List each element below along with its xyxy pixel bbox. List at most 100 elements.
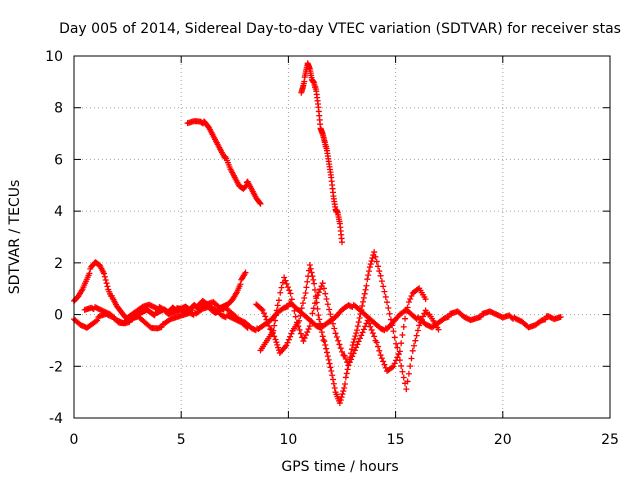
data-point	[103, 280, 110, 287]
data-point	[404, 378, 411, 385]
data-point	[298, 305, 305, 312]
data-point	[399, 332, 406, 339]
data-point	[292, 313, 299, 320]
series-arc-7	[257, 274, 429, 375]
data-point	[340, 388, 347, 395]
data-point	[400, 323, 407, 330]
data-point	[412, 337, 419, 344]
data-point	[408, 355, 415, 362]
data-point	[302, 289, 309, 296]
data-point	[389, 364, 396, 371]
data-point	[357, 310, 364, 317]
data-point	[356, 315, 363, 322]
data-point	[375, 263, 382, 270]
data-point	[101, 273, 108, 280]
data-point	[477, 313, 484, 320]
data-point	[360, 326, 367, 333]
data-point	[324, 301, 331, 308]
data-point	[300, 338, 307, 345]
data-point	[319, 333, 326, 340]
data-point	[376, 347, 383, 354]
ticks-layer: 0 5 10 15 20 25 -4 -2 0 2 4 6 8 10	[45, 49, 619, 448]
data-point	[339, 391, 346, 398]
data-point	[308, 317, 315, 324]
data-point	[284, 303, 291, 310]
data-point	[351, 336, 358, 343]
data-point	[291, 307, 298, 314]
data-point	[341, 352, 348, 359]
data-point	[158, 324, 165, 331]
data-point	[310, 305, 317, 312]
data-point	[391, 360, 398, 367]
y-tick-label: 8	[54, 101, 63, 117]
data-point	[315, 289, 322, 296]
data-point	[331, 384, 338, 391]
y-tick-label: 6	[54, 152, 63, 168]
data-point	[121, 319, 128, 326]
data-point	[380, 358, 387, 365]
data-point	[348, 346, 355, 353]
data-point	[389, 322, 396, 329]
data-point	[237, 281, 244, 288]
data-point	[358, 332, 365, 339]
data-point	[359, 329, 366, 336]
data-point	[365, 272, 372, 279]
data-point	[327, 311, 334, 318]
data-point	[373, 339, 380, 346]
data-point	[407, 295, 414, 302]
data-point	[272, 336, 279, 343]
data-point	[270, 327, 277, 334]
x-tick-label: 5	[177, 432, 186, 448]
data-point	[325, 356, 332, 363]
data-point	[307, 265, 314, 272]
data-point	[405, 370, 412, 377]
data-point	[313, 295, 320, 302]
data-point	[328, 316, 335, 323]
data-point	[320, 285, 327, 292]
data-point	[378, 278, 385, 285]
data-point	[335, 337, 342, 344]
data-point	[354, 323, 361, 330]
data-point	[306, 323, 313, 330]
data-point	[320, 337, 327, 344]
series-arc-6	[253, 249, 442, 407]
data-point	[367, 261, 374, 268]
data-point	[301, 335, 308, 342]
data-point	[350, 339, 357, 346]
data-point	[387, 316, 394, 323]
data-point	[311, 280, 318, 287]
data-point	[371, 249, 378, 256]
data-point	[366, 264, 373, 271]
data-point	[361, 290, 368, 297]
data-point	[304, 329, 311, 336]
data-point	[393, 340, 400, 347]
data-point	[309, 310, 316, 317]
data-point	[364, 276, 371, 283]
data-point	[288, 330, 295, 337]
data-point	[311, 286, 318, 293]
data-point	[367, 323, 374, 330]
data-point	[311, 300, 318, 307]
data-point	[266, 323, 273, 330]
data-point	[337, 345, 344, 352]
data-point	[413, 332, 420, 339]
data-point	[377, 272, 384, 279]
data-point	[303, 284, 310, 291]
data-point	[395, 351, 402, 358]
series-arc-4	[184, 118, 264, 207]
data-point	[557, 314, 564, 321]
data-point	[362, 323, 369, 330]
data-point	[329, 372, 336, 379]
data-point	[340, 352, 347, 359]
data-point	[345, 362, 352, 369]
x-tick-label: 15	[387, 432, 405, 448]
data-point	[348, 356, 355, 363]
data-point	[378, 355, 385, 362]
data-point	[302, 332, 309, 339]
data-point	[385, 304, 392, 311]
data-point	[328, 368, 335, 375]
data-point	[381, 361, 388, 368]
data-point	[283, 342, 290, 349]
data-point	[323, 295, 330, 302]
data-point	[318, 329, 325, 336]
